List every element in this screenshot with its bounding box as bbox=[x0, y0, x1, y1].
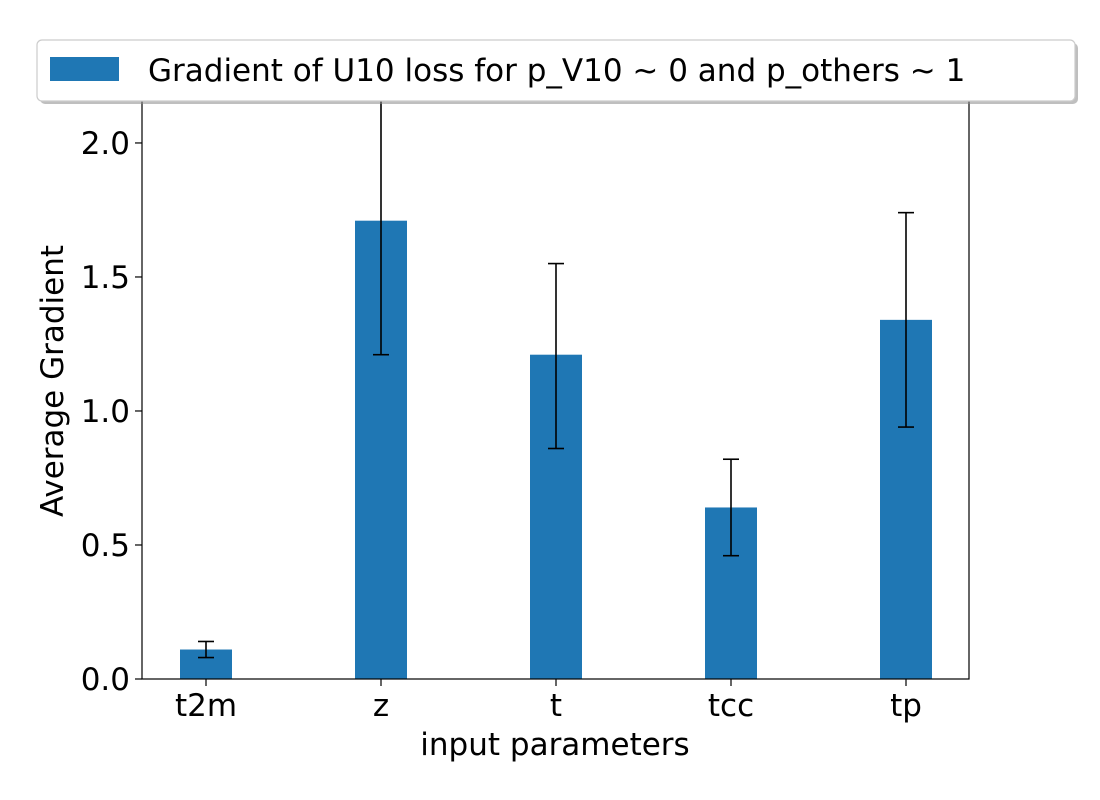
error-bar-t bbox=[548, 262, 564, 450]
x-tick-label: z bbox=[373, 688, 389, 724]
x-tick-label: tcc bbox=[708, 688, 754, 724]
y-tick-label: 1.0 bbox=[81, 394, 130, 430]
error-bar-tcc bbox=[723, 458, 739, 557]
y-tick-label: 1.5 bbox=[81, 260, 130, 296]
legend-frame bbox=[36, 39, 1076, 102]
x-tick-label: t bbox=[550, 688, 562, 724]
error-bar-tp bbox=[898, 211, 914, 428]
y-axis-title: Average Gradient bbox=[35, 245, 71, 517]
error-bar-t2m bbox=[198, 640, 214, 659]
legend: Gradient of U10 loss for p_V10 ~ 0 and p… bbox=[36, 39, 1078, 104]
y-axis: 0.0 0.5 1.0 1.5 2.0 bbox=[81, 126, 142, 698]
y-tick-label: 0.0 bbox=[81, 662, 130, 698]
error-bars-layer bbox=[198, 85, 914, 659]
x-tick-label: t2m bbox=[175, 688, 237, 724]
x-axis: t2m z t tcc tp bbox=[175, 679, 922, 724]
y-tick-label: 2.0 bbox=[81, 126, 130, 162]
x-tick-label: tp bbox=[890, 688, 922, 724]
x-axis-title: input parameters bbox=[420, 727, 689, 763]
legend-swatch bbox=[50, 57, 119, 81]
y-tick-label: 0.5 bbox=[81, 528, 130, 564]
legend-label: Gradient of U10 loss for p_V10 ~ 0 and p… bbox=[148, 53, 965, 89]
